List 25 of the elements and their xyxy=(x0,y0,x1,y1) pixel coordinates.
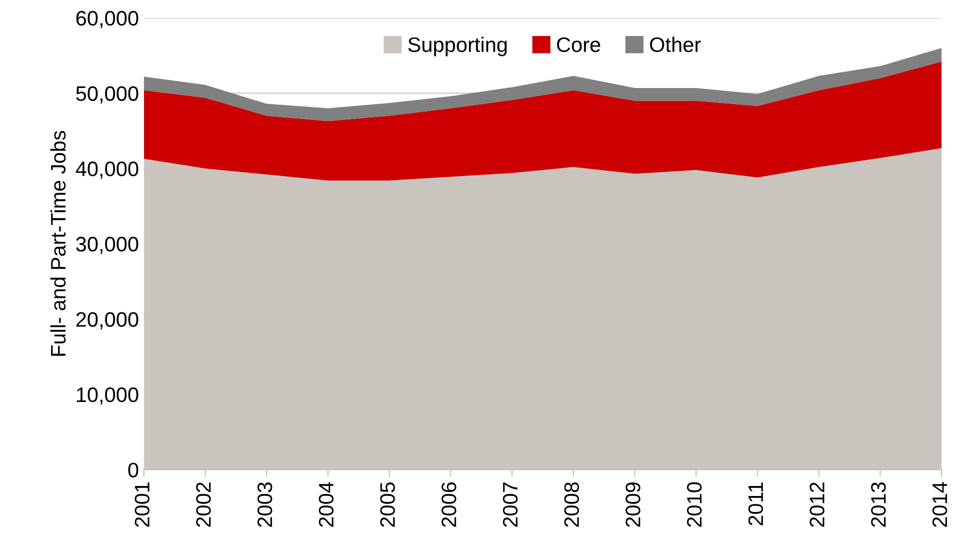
x-tick-label: 2014 xyxy=(932,482,948,527)
y-tick-label: 0 xyxy=(128,462,138,478)
x-tick-label: 2010 xyxy=(686,482,702,527)
x-tick-label: 2007 xyxy=(502,482,518,527)
y-tick-label: 20,000 xyxy=(76,312,138,330)
legend-label: Core xyxy=(557,37,600,52)
y-tick-label: 50,000 xyxy=(76,86,138,104)
y-tick-label: 40,000 xyxy=(76,162,138,179)
x-tick-label: 2008 xyxy=(564,482,580,527)
x-tick-label: 2004 xyxy=(318,482,334,527)
x-tick-label: 2005 xyxy=(380,482,395,527)
x-tick-label: 2001 xyxy=(134,482,150,527)
y-axis-title: Full- and Part-Time Jobs xyxy=(50,130,66,356)
x-tick-label: 2009 xyxy=(626,482,640,527)
y-tick-label: 60,000 xyxy=(76,10,138,28)
x-tick-label: 2011 xyxy=(748,482,764,526)
x-tick-label: 2012 xyxy=(810,482,824,527)
legend-label: Other xyxy=(650,36,701,52)
y-tick-label: 10,000 xyxy=(76,387,138,405)
x-tick-label: 2013 xyxy=(871,482,886,527)
legend-label: Supporting xyxy=(408,36,507,56)
x-tick-label: 2002 xyxy=(196,482,211,527)
x-tick-label: 2006 xyxy=(442,482,456,527)
x-tick-label: 2003 xyxy=(257,482,272,527)
y-tick-label: 30,000 xyxy=(76,236,138,254)
